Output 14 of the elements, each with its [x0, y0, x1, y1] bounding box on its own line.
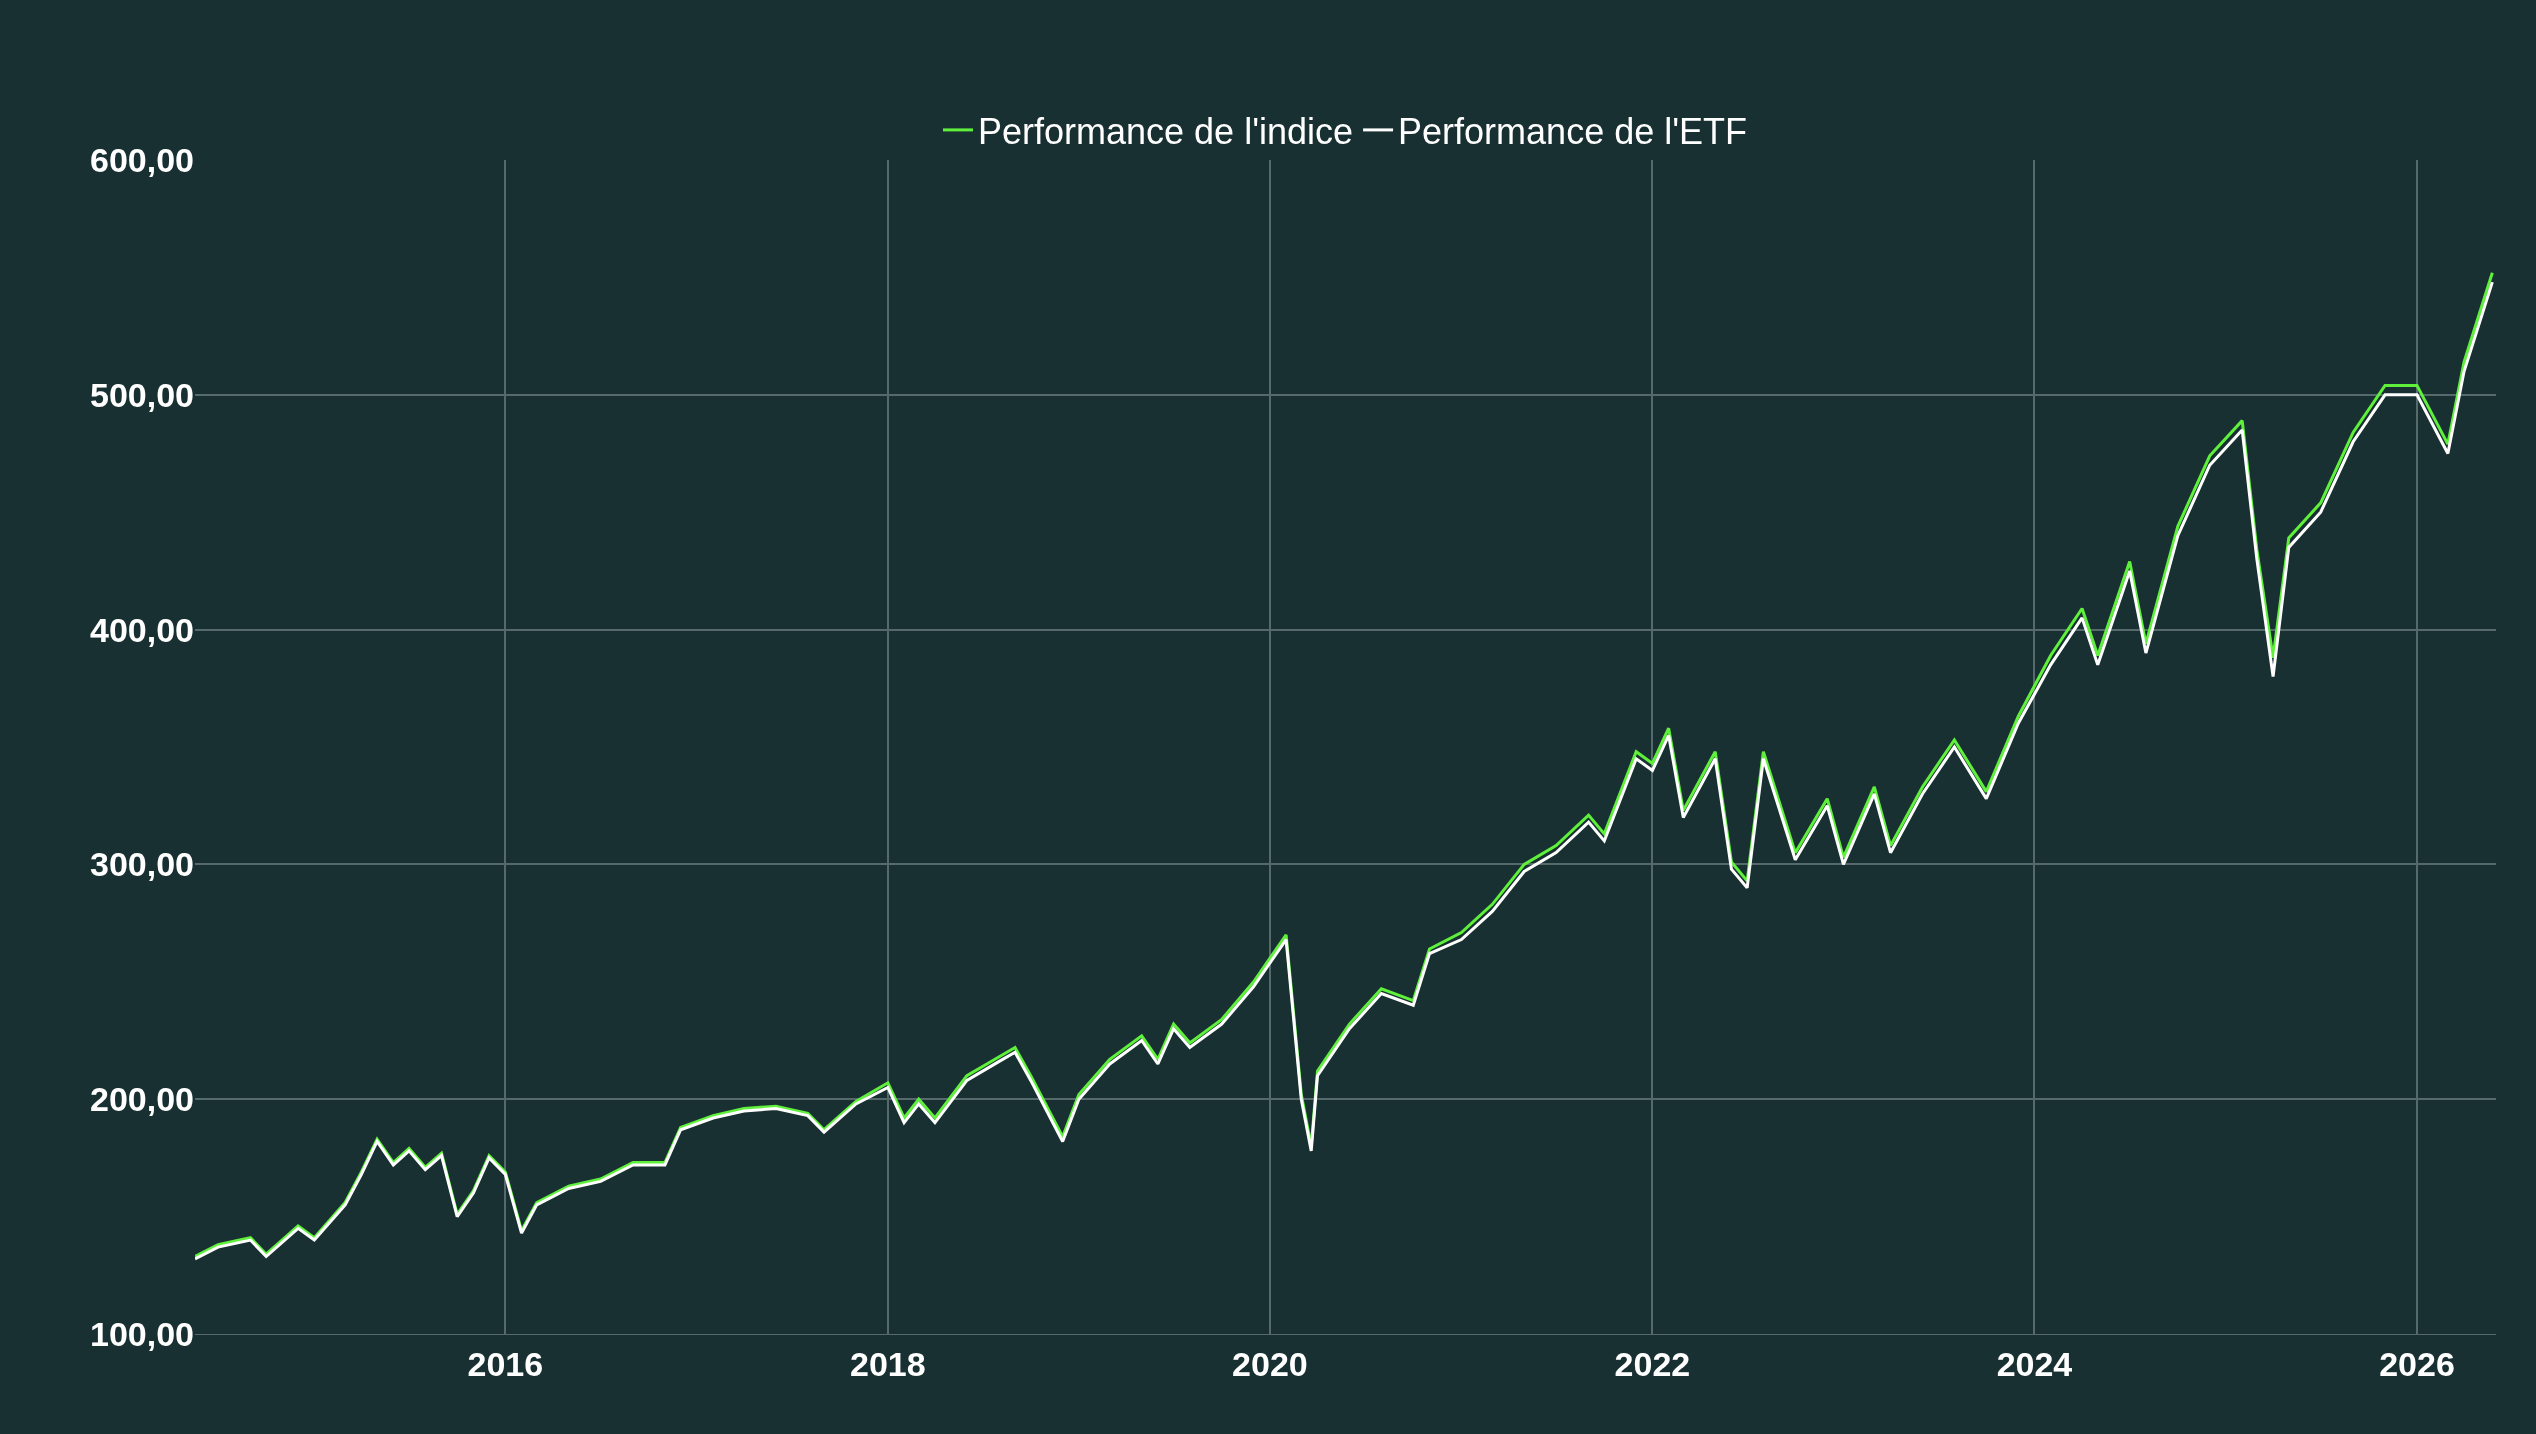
y-tick-label: 400,00 — [90, 610, 194, 649]
x-tick-label: 2022 — [1614, 1344, 1691, 1383]
y-tick-label: 500,00 — [90, 375, 194, 414]
x-tick-label: 2026 — [2379, 1344, 2455, 1383]
x-tick-label: 2016 — [467, 1344, 544, 1383]
x-tick-label: 2024 — [1996, 1344, 2073, 1383]
x-tick-label: 2020 — [1232, 1344, 1308, 1383]
y-tick-label: 300,00 — [90, 845, 194, 884]
x-tick-label: 2018 — [850, 1344, 926, 1383]
y-tick-label: 100,00 — [90, 1314, 194, 1353]
y-tick-label: 200,00 — [90, 1080, 194, 1119]
legend-label: Performance de l'indice — [978, 110, 1354, 152]
legend-label: Performance de l'ETF — [1398, 110, 1748, 152]
y-tick-label: 600,00 — [90, 140, 194, 179]
